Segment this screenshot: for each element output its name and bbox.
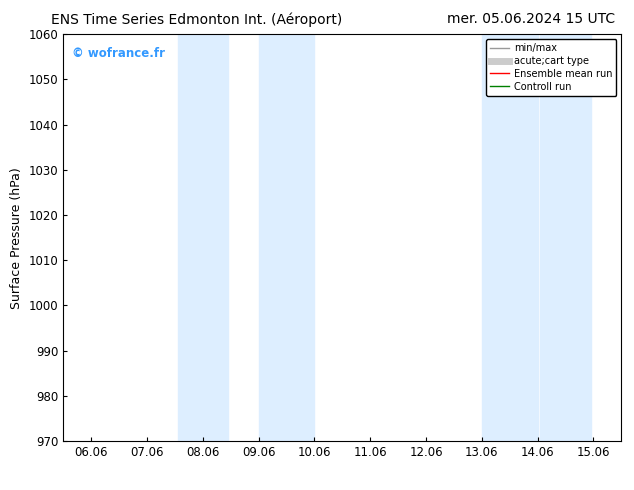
Text: ENS Time Series Edmonton Int. (Aéroport): ENS Time Series Edmonton Int. (Aéroport) [51, 12, 342, 27]
Text: © wofrance.fr: © wofrance.fr [72, 47, 165, 59]
Legend: min/max, acute;cart type, Ensemble mean run, Controll run: min/max, acute;cart type, Ensemble mean … [486, 39, 616, 96]
Bar [259, 34, 314, 441]
Text: mer. 05.06.2024 15 UTC: mer. 05.06.2024 15 UTC [447, 12, 615, 26]
Bar [178, 34, 228, 441]
Bar [482, 34, 538, 441]
Bar [540, 34, 591, 441]
Y-axis label: Surface Pressure (hPa): Surface Pressure (hPa) [10, 167, 23, 309]
